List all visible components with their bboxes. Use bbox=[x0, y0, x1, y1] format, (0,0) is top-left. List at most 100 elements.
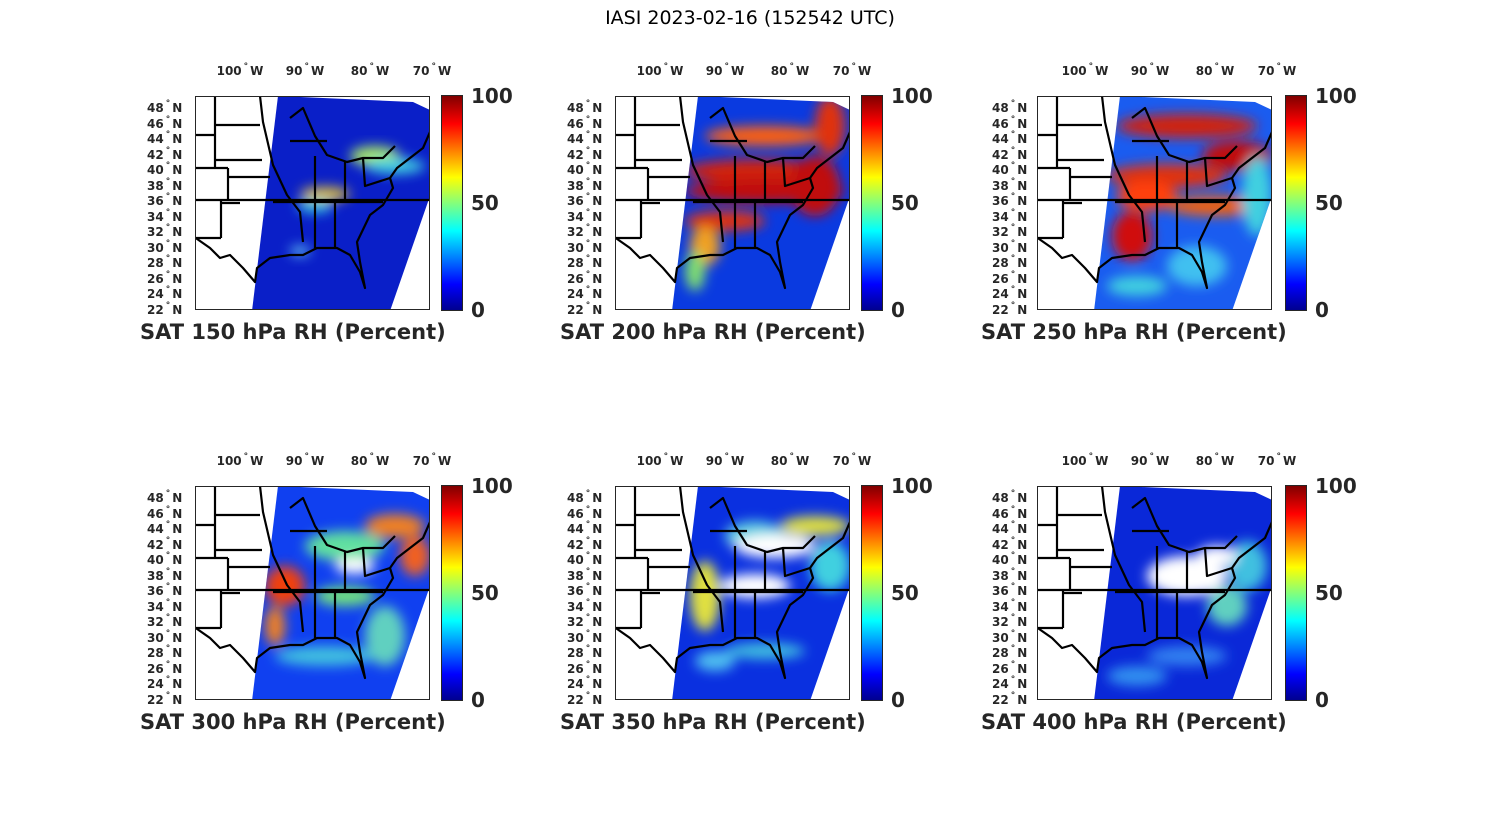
colorbar-tick-label: 0 bbox=[471, 688, 485, 712]
rh-field-patch bbox=[685, 159, 825, 183]
lat-tick-label: 42 ° N bbox=[567, 145, 603, 162]
lat-tick-label: 34 ° N bbox=[567, 207, 603, 224]
colorbar-tick-label: 0 bbox=[1315, 298, 1329, 322]
lat-tick-label: 26 ° N bbox=[147, 659, 183, 676]
lat-tick-label: 36 ° N bbox=[992, 192, 1028, 209]
rh-field-patch bbox=[365, 606, 405, 666]
axes-frame bbox=[195, 96, 430, 310]
lat-tick-label: 22 ° N bbox=[992, 301, 1028, 318]
lat-tick-label: 26 ° N bbox=[567, 659, 603, 676]
lat-tick-label: 46 ° N bbox=[147, 114, 183, 131]
rh-field-patch bbox=[365, 514, 425, 538]
lat-tick-label: 46 ° N bbox=[992, 114, 1028, 131]
lat-tick-label: 46 ° N bbox=[147, 504, 183, 521]
axes-frame bbox=[1037, 96, 1272, 310]
lat-tick-label: 48 ° N bbox=[992, 99, 1028, 115]
map-axes bbox=[615, 96, 850, 310]
lon-tick-label: 90 ° W bbox=[1130, 62, 1170, 78]
map-axes bbox=[1037, 486, 1272, 700]
rh-field-patch bbox=[1242, 156, 1272, 236]
colorbar bbox=[1285, 95, 1307, 311]
lat-tick-label: 22 ° N bbox=[567, 301, 603, 318]
lat-tick-label: 48 ° N bbox=[567, 99, 603, 115]
lon-tick-label: 100 ° W bbox=[636, 452, 684, 468]
lat-tick-label: 36 ° N bbox=[147, 192, 183, 209]
rh-field-patch bbox=[685, 211, 765, 231]
lat-tick-label: 40 ° N bbox=[147, 551, 183, 568]
lon-tick-label: 80 ° W bbox=[1195, 452, 1235, 468]
lat-tick-label: 32 ° N bbox=[147, 223, 183, 240]
rh-field-patch bbox=[780, 516, 850, 536]
lat-tick-label: 46 ° N bbox=[567, 504, 603, 521]
lat-tick-label: 36 ° N bbox=[992, 582, 1028, 599]
panel-title: SAT 400 hPa RH (Percent) bbox=[981, 710, 1287, 734]
lat-tick-label: 44 ° N bbox=[567, 520, 603, 537]
lat-tick-label: 48 ° N bbox=[567, 489, 603, 505]
lat-tick-label: 38 ° N bbox=[992, 566, 1028, 583]
colorbar-tick-label: 50 bbox=[1315, 191, 1343, 215]
lon-tick-label: 90 ° W bbox=[705, 452, 745, 468]
satellite-swath bbox=[1094, 96, 1272, 310]
rh-field-patch bbox=[1117, 114, 1257, 138]
colorbar bbox=[441, 95, 463, 311]
axes-frame bbox=[615, 96, 850, 310]
lat-tick-label: 34 ° N bbox=[147, 207, 183, 224]
panel-title: SAT 300 hPa RH (Percent) bbox=[140, 710, 446, 734]
rh-field-patch bbox=[305, 531, 385, 561]
colorbar-tick-label: 100 bbox=[891, 474, 933, 498]
colorbar-tick-label: 100 bbox=[891, 84, 933, 108]
colorbar-tick-label: 50 bbox=[1315, 581, 1343, 605]
axes-frame bbox=[1037, 486, 1272, 700]
lon-tick-label: 70 ° W bbox=[1257, 452, 1297, 468]
lon-tick-label: 100 ° W bbox=[636, 62, 684, 78]
colorbar-tick-label: 100 bbox=[1315, 84, 1357, 108]
lat-tick-label: 34 ° N bbox=[147, 597, 183, 614]
map-axes bbox=[195, 96, 430, 310]
colorbar-tick-label: 100 bbox=[1315, 474, 1357, 498]
axes-frame bbox=[195, 486, 430, 700]
colorbar bbox=[1285, 485, 1307, 701]
colorbar bbox=[861, 485, 883, 701]
lon-tick-label: 100 ° W bbox=[216, 452, 264, 468]
lat-tick-label: 40 ° N bbox=[992, 161, 1028, 178]
lon-tick-label: 80 ° W bbox=[1195, 62, 1235, 78]
state-boundaries bbox=[615, 486, 850, 680]
lat-tick-label: 40 ° N bbox=[567, 551, 603, 568]
lat-tick-label: 46 ° N bbox=[992, 504, 1028, 521]
colorbar-tick-label: 0 bbox=[471, 298, 485, 322]
lat-tick-label: 32 ° N bbox=[567, 223, 603, 240]
rh-field-patch bbox=[705, 126, 825, 146]
colorbar-tick-label: 0 bbox=[891, 688, 905, 712]
map-axes bbox=[195, 486, 430, 700]
lat-tick-label: 32 ° N bbox=[567, 613, 603, 630]
lat-tick-label: 24 ° N bbox=[147, 675, 183, 692]
lat-tick-label: 38 ° N bbox=[147, 566, 183, 583]
rh-field-patch bbox=[1147, 646, 1227, 666]
lon-tick-label: 90 ° W bbox=[705, 62, 745, 78]
lat-tick-label: 44 ° N bbox=[147, 520, 183, 537]
panel-title: SAT 150 hPa RH (Percent) bbox=[140, 320, 446, 344]
lat-tick-label: 32 ° N bbox=[992, 223, 1028, 240]
map-axes bbox=[1037, 96, 1272, 310]
rh-field-patch bbox=[1227, 541, 1267, 591]
lat-tick-label: 32 ° N bbox=[992, 613, 1028, 630]
lat-tick-label: 44 ° N bbox=[992, 130, 1028, 147]
lat-tick-label: 30 ° N bbox=[567, 628, 603, 645]
rh-field-patch bbox=[690, 561, 720, 631]
lon-tick-label: 80 ° W bbox=[350, 62, 390, 78]
rh-field-patch bbox=[275, 646, 375, 666]
lat-tick-label: 26 ° N bbox=[567, 269, 603, 286]
lat-tick-label: 22 ° N bbox=[147, 691, 183, 708]
lon-tick-label: 70 ° W bbox=[412, 62, 452, 78]
lat-tick-label: 36 ° N bbox=[147, 582, 183, 599]
rh-field-patch bbox=[1112, 211, 1152, 261]
lat-tick-label: 36 ° N bbox=[567, 582, 603, 599]
lon-tick-label: 70 ° W bbox=[832, 452, 872, 468]
panel-title: SAT 200 hPa RH (Percent) bbox=[560, 320, 866, 344]
lat-tick-label: 30 ° N bbox=[147, 238, 183, 255]
lat-tick-label: 30 ° N bbox=[567, 238, 603, 255]
rh-field-patch bbox=[685, 251, 705, 291]
rh-field-patch bbox=[1107, 666, 1167, 686]
lat-tick-label: 34 ° N bbox=[567, 597, 603, 614]
lat-tick-label: 42 ° N bbox=[992, 145, 1028, 162]
